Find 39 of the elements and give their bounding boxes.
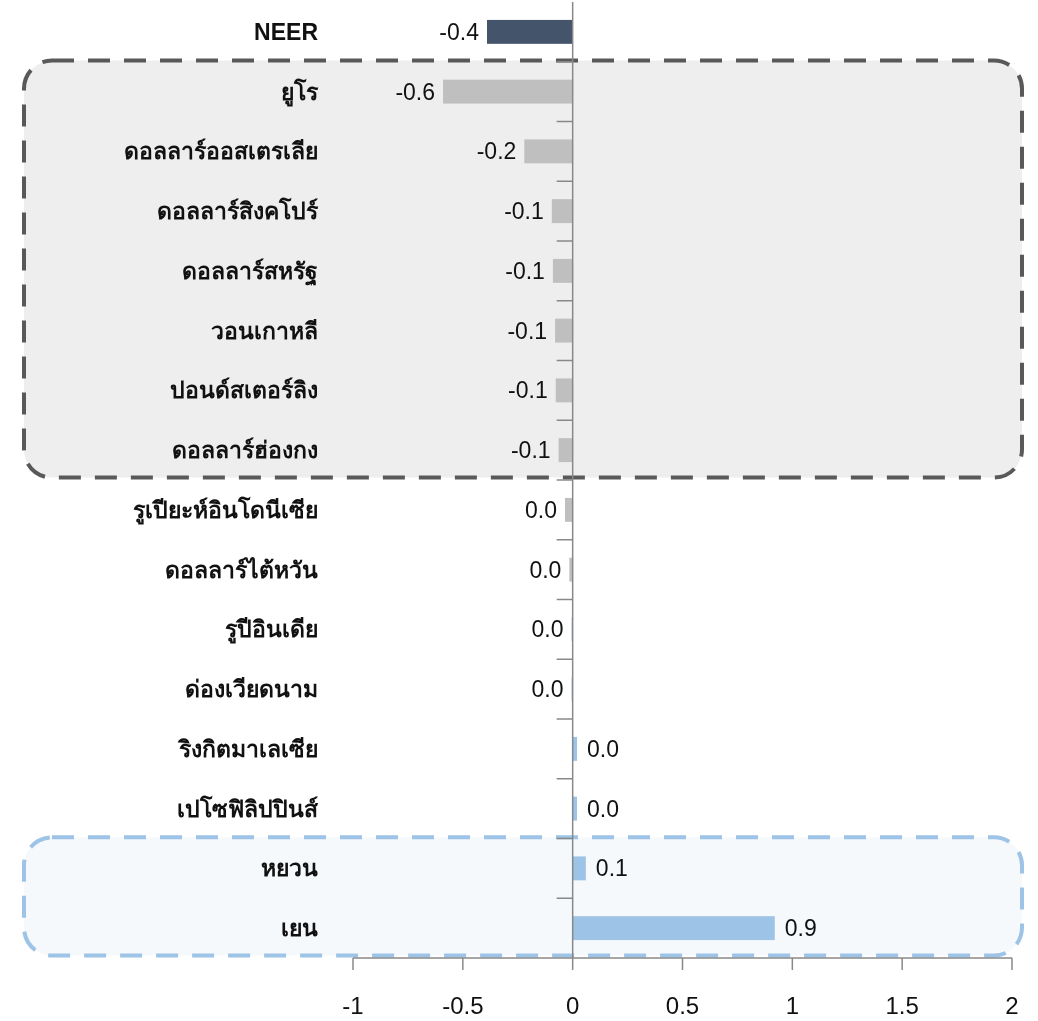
y-tick-label: ดอลลาร์สิงคโปร์ xyxy=(157,197,319,225)
y-tick-label: รูเปียะห์อินโดนีเซีย xyxy=(133,495,318,525)
data-label: 0.0 xyxy=(524,496,557,523)
y-tick-label: ด่องเวียดนาม xyxy=(185,676,318,703)
data-label: -0.4 xyxy=(439,18,480,45)
data-label: -0.2 xyxy=(476,138,517,165)
x-tick-label: -1 xyxy=(342,992,364,1019)
y-tick-label: NEER xyxy=(254,18,319,45)
data-label: 0.1 xyxy=(595,855,628,882)
data-label: 0.0 xyxy=(587,735,620,762)
x-tick-label: -0.5 xyxy=(442,992,484,1019)
data-label: -0.1 xyxy=(507,317,548,344)
y-tick-label: ยูโร xyxy=(281,77,319,107)
data-label: 0.9 xyxy=(784,915,817,942)
data-label: 0.0 xyxy=(529,556,562,583)
y-tick-label: หยวน xyxy=(261,855,318,882)
y-tick-label: ดอลลาร์ไต้หวัน xyxy=(165,555,318,583)
data-label: -0.1 xyxy=(510,437,551,464)
x-tick-label: 1.5 xyxy=(885,992,919,1019)
data-label: 0.0 xyxy=(531,616,564,643)
y-tick-label: เปโซฟิลิปปินส์ xyxy=(177,794,319,822)
y-tick-label: ดอลลาร์ออสเตรเลีย xyxy=(124,138,318,165)
y-tick-label: รูปีอินเดีย xyxy=(225,616,318,645)
data-label: -0.1 xyxy=(505,257,545,284)
y-tick-label: ปอนด์สเตอร์ลิง xyxy=(170,377,318,404)
x-tick-label: 0 xyxy=(565,992,580,1019)
data-label: 0.0 xyxy=(531,676,564,703)
y-tick-label: ดอลลาร์ฮ่องกง xyxy=(172,437,318,464)
data-label: 0.0 xyxy=(587,795,620,822)
y-tick-label: ริงกิตมาเลเซีย xyxy=(177,735,318,762)
x-tick-label: 0.5 xyxy=(665,992,700,1019)
y-tick-label: เยน xyxy=(281,915,318,942)
data-label: -0.6 xyxy=(395,78,436,105)
x-tick-label: 2 xyxy=(1005,992,1019,1019)
data-label: -0.1 xyxy=(508,377,548,404)
data-label: -0.1 xyxy=(504,198,544,225)
y-tick-label: วอนเกาหลี xyxy=(211,317,318,344)
y-tick-label: ดอลลาร์สหรัฐ xyxy=(182,257,318,286)
x-tick-label: 1 xyxy=(785,992,800,1019)
